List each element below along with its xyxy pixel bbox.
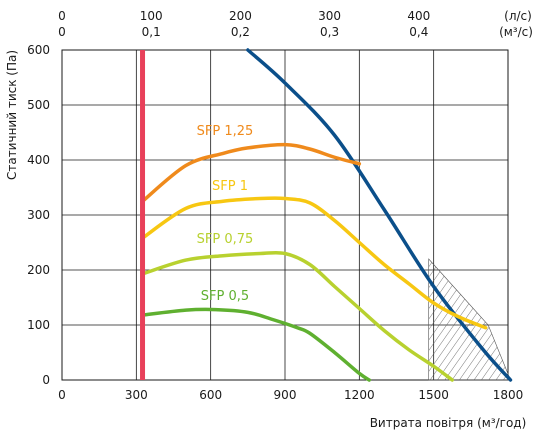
top-axis-m3s-unit: (м³/с)	[499, 25, 533, 39]
series-label-sfp-0-75: SFP 0,75	[197, 232, 254, 247]
top-tick-ls: 100	[140, 9, 163, 23]
y-tick-label: 200	[27, 263, 50, 277]
y-tick-label: 600	[27, 43, 50, 57]
series-line-sfp-1-25	[140, 142, 362, 203]
series-label-sfp-1-25: SFP 1,25	[197, 124, 254, 139]
top-tick-m3s: 0,1	[142, 25, 161, 39]
top-tick-ls: 200	[229, 9, 252, 23]
series-lines	[140, 48, 513, 382]
top-tick-ls: 300	[318, 9, 341, 23]
x-tick-label: 900	[274, 388, 297, 402]
series-line-system-curve	[246, 48, 513, 382]
hatched-region	[428, 258, 511, 381]
x-tick-label: 600	[199, 388, 222, 402]
x-tick-label: 0	[58, 388, 66, 402]
series-labels: SFP 1,25 SFP 1 SFP 0,75 SFP 0,5	[197, 124, 254, 304]
series-line-sfp-0-75	[140, 250, 454, 382]
x-axis-title: Витрата повітря (м³/год)	[370, 416, 527, 430]
y-tick-label: 100	[27, 318, 50, 332]
series-line-sfp-1	[140, 196, 488, 330]
y-tick-label: 0	[42, 373, 50, 387]
top-tick-ls: 400	[407, 9, 430, 23]
x-tick-label: 300	[125, 388, 148, 402]
series-label-sfp-0-5: SFP 0,5	[201, 289, 249, 304]
plot-frame	[61, 49, 509, 381]
series-line-sfp-0-5	[140, 307, 371, 382]
y-axis-title: Статичний тиск (Па)	[5, 50, 19, 180]
x-tick-label: 1800	[493, 388, 524, 402]
top-tick-m3s: 0,3	[320, 25, 339, 39]
y-tick-label: 300	[27, 208, 50, 222]
top-tick-m3s: 0,2	[231, 25, 250, 39]
x-tick-label: 1200	[344, 388, 375, 402]
top-tick-m3s: 0,4	[409, 25, 428, 39]
series-label-sfp-1: SFP 1	[212, 179, 248, 194]
top-tick-m3s: 0	[58, 25, 66, 39]
top-axis-ls-unit: (л/с)	[504, 9, 532, 23]
top-tick-ls: 0	[58, 9, 66, 23]
x-tick-label: 1500	[418, 388, 449, 402]
y-tick-label: 500	[27, 98, 50, 112]
y-tick-label: 400	[27, 153, 50, 167]
tick-labels: 0 300 600 900 1200 1500 1800 0 100 200 300 400 500 60…	[27, 9, 523, 402]
